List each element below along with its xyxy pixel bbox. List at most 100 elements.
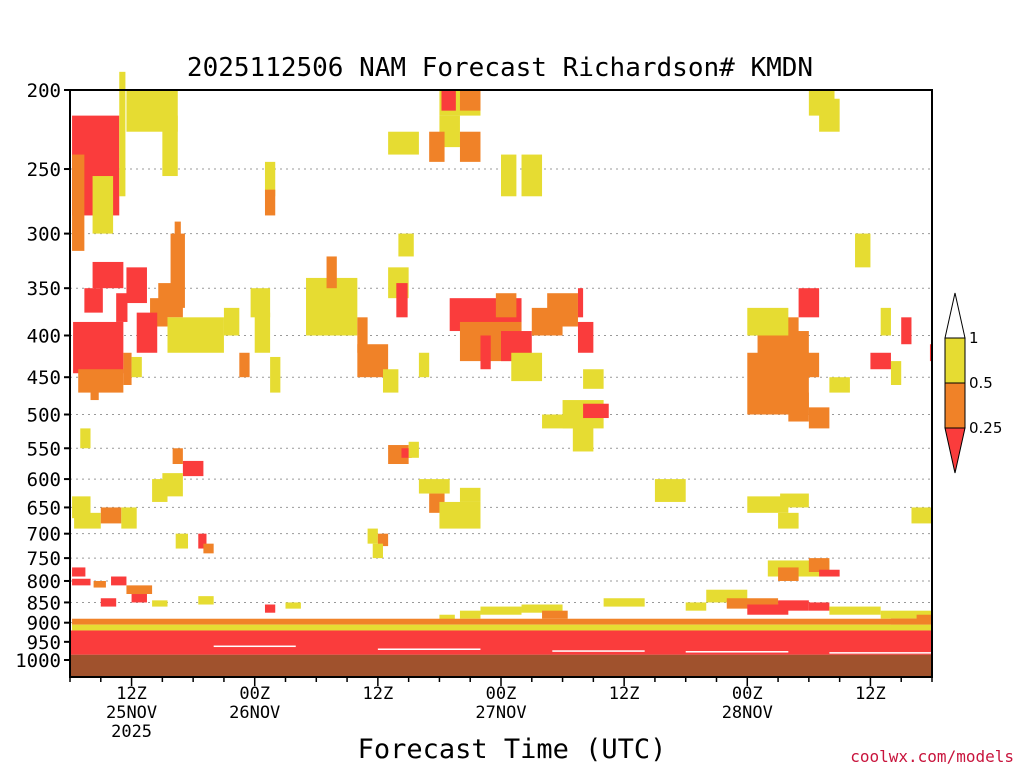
cell-high	[855, 233, 871, 268]
cell-mid	[126, 585, 153, 595]
cell-low	[198, 533, 207, 549]
band-streak	[829, 652, 932, 654]
x-tick-label: 00Z	[239, 684, 270, 704]
x-tick-label: 27NOV	[475, 703, 526, 723]
cell-low	[480, 335, 491, 370]
cell-high	[72, 624, 933, 631]
cell-low	[182, 460, 204, 477]
y-tick-label: 200	[27, 80, 61, 102]
y-tick-label: 350	[27, 278, 61, 300]
cell-high	[583, 369, 604, 389]
cell-high	[829, 606, 881, 615]
y-tick-label: 700	[27, 524, 61, 546]
cell-high	[418, 352, 430, 378]
cell-mid	[916, 614, 932, 621]
cell-mid	[459, 131, 481, 162]
cell-low	[747, 604, 789, 615]
cell-high	[459, 610, 481, 619]
y-tick-label: 900	[27, 613, 61, 635]
y-tick-label: 300	[27, 224, 61, 246]
cell-mid	[100, 507, 122, 524]
cell-mid	[239, 352, 250, 378]
cell-high	[408, 441, 419, 458]
cell-mid	[808, 558, 830, 573]
legend-label: 0.25	[969, 419, 1002, 437]
cell-low	[72, 567, 86, 577]
cell-high	[459, 487, 481, 502]
cell-high	[480, 606, 522, 615]
x-tick-label: 12Z	[362, 684, 393, 704]
cell-high	[175, 533, 189, 549]
cell-mid	[459, 90, 481, 111]
x-tick-label: 26NOV	[229, 703, 280, 723]
cell-high	[285, 602, 301, 609]
cell-high	[511, 352, 543, 382]
legend-label: 1	[969, 329, 979, 347]
legend-bin-low	[944, 427, 966, 474]
cell-high	[572, 421, 594, 452]
x-tick-label: 28NOV	[722, 703, 773, 723]
x-tick-label: 2025	[111, 722, 152, 742]
x-axis-label: Forecast Time (UTC)	[358, 734, 667, 765]
cell-high	[254, 312, 271, 353]
band-streak	[685, 651, 789, 653]
cell-low	[901, 317, 912, 345]
cell-high	[890, 361, 902, 385]
boundary-layer-band	[70, 630, 932, 655]
cell-low	[73, 321, 124, 374]
cell-mid	[429, 131, 445, 162]
cell-low	[798, 288, 820, 318]
y-tick-label: 600	[27, 469, 61, 491]
legend-bin-mid	[944, 382, 966, 429]
cell-low	[100, 598, 117, 607]
legend-label: 0.5	[969, 374, 993, 392]
cell-high	[223, 307, 240, 336]
cell-high	[880, 307, 891, 336]
cell-high	[388, 131, 419, 155]
cell-mid	[203, 543, 214, 554]
cell-high	[542, 414, 573, 429]
cell-high	[270, 356, 281, 393]
cell-high	[121, 507, 137, 529]
cell-low	[84, 288, 103, 313]
cell-mid	[172, 448, 183, 465]
credit-label: coolwx.com/models	[850, 747, 1014, 766]
cell-mid	[72, 154, 85, 251]
cell-high	[439, 501, 481, 529]
y-tick-label: 450	[27, 367, 61, 389]
cell-high	[382, 369, 399, 393]
cell-high	[152, 600, 168, 607]
y-tick-label: 800	[27, 571, 61, 593]
cell-low	[870, 352, 891, 370]
cell-high	[92, 176, 114, 234]
cell-mid	[547, 293, 578, 327]
cell-high	[250, 288, 271, 318]
cell-mid	[542, 610, 568, 619]
cell-mid	[72, 618, 933, 625]
y-tick-label: 850	[27, 592, 61, 614]
x-tick-label: 12Z	[609, 684, 640, 704]
y-tick-label: 550	[27, 438, 61, 460]
cell-low	[136, 312, 158, 353]
cell-low	[819, 569, 840, 577]
cell-low	[116, 293, 128, 322]
cell-mid	[93, 580, 106, 588]
cell-low	[92, 261, 124, 289]
cell-mid	[357, 317, 368, 353]
cell-low	[264, 604, 276, 613]
x-tick-label: 25NOV	[106, 703, 157, 723]
cell-mid	[326, 256, 337, 289]
legend-top-triangle	[944, 292, 966, 339]
x-tick-label: 00Z	[486, 684, 517, 704]
cell-high	[747, 307, 789, 336]
cell-low	[126, 267, 147, 304]
color-legend: 1 0.5 0.25	[944, 292, 1002, 474]
cell-high	[398, 233, 414, 257]
cell-mid	[78, 369, 124, 393]
cell-low	[778, 600, 809, 611]
cell-mid	[264, 189, 276, 216]
cell-low	[441, 90, 456, 111]
cell-low	[577, 288, 584, 318]
cell-high	[521, 154, 543, 197]
